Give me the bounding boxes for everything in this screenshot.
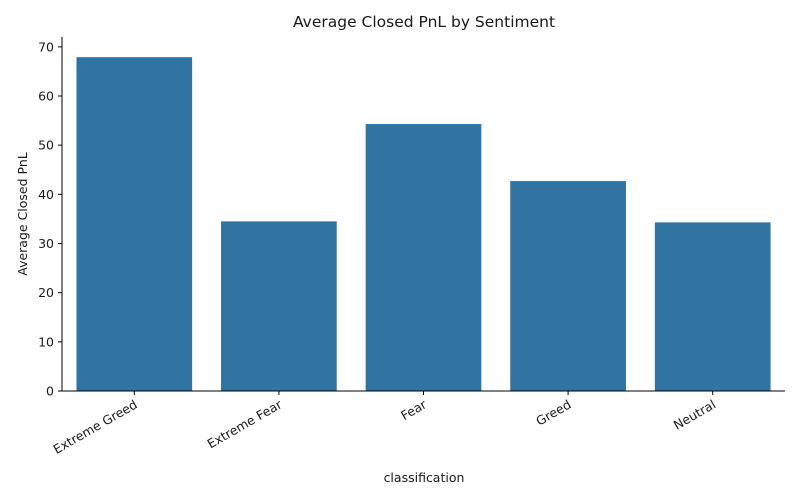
y-tick-label: 50	[38, 138, 54, 153]
y-tick-label: 70	[38, 39, 54, 54]
x-tick-label: Neutral	[671, 397, 718, 433]
y-tick-label: 0	[46, 384, 54, 399]
x-tick-label: Fear	[398, 396, 430, 423]
bars-group	[76, 57, 771, 392]
bar-extreme-fear	[221, 221, 337, 391]
x-tick-label: Extreme Greed	[50, 397, 139, 457]
x-axis: Extreme Greed Extreme Fear Fear Greed Neutra…	[50, 391, 718, 457]
y-axis: 0 10 20 30 40 50 60 70	[38, 39, 62, 399]
x-axis-label: classification	[384, 470, 465, 485]
x-tick-label: Greed	[533, 397, 573, 429]
plot-frame	[61, 37, 785, 392]
chart-title: Average Closed PnL by Sentiment	[293, 13, 555, 31]
y-tick-label: 30	[38, 236, 54, 251]
y-tick-label: 40	[38, 187, 54, 202]
bar-greed	[510, 181, 626, 391]
y-tick-label: 20	[38, 285, 54, 300]
y-tick-label: 10	[38, 334, 54, 349]
x-tick-label: Extreme Fear	[205, 396, 286, 451]
bar-extreme-greed	[76, 57, 193, 392]
bar-fear	[365, 124, 482, 392]
y-tick-label: 60	[38, 89, 54, 104]
y-axis-label: Average Closed PnL	[15, 152, 30, 276]
bar-neutral	[654, 222, 771, 391]
